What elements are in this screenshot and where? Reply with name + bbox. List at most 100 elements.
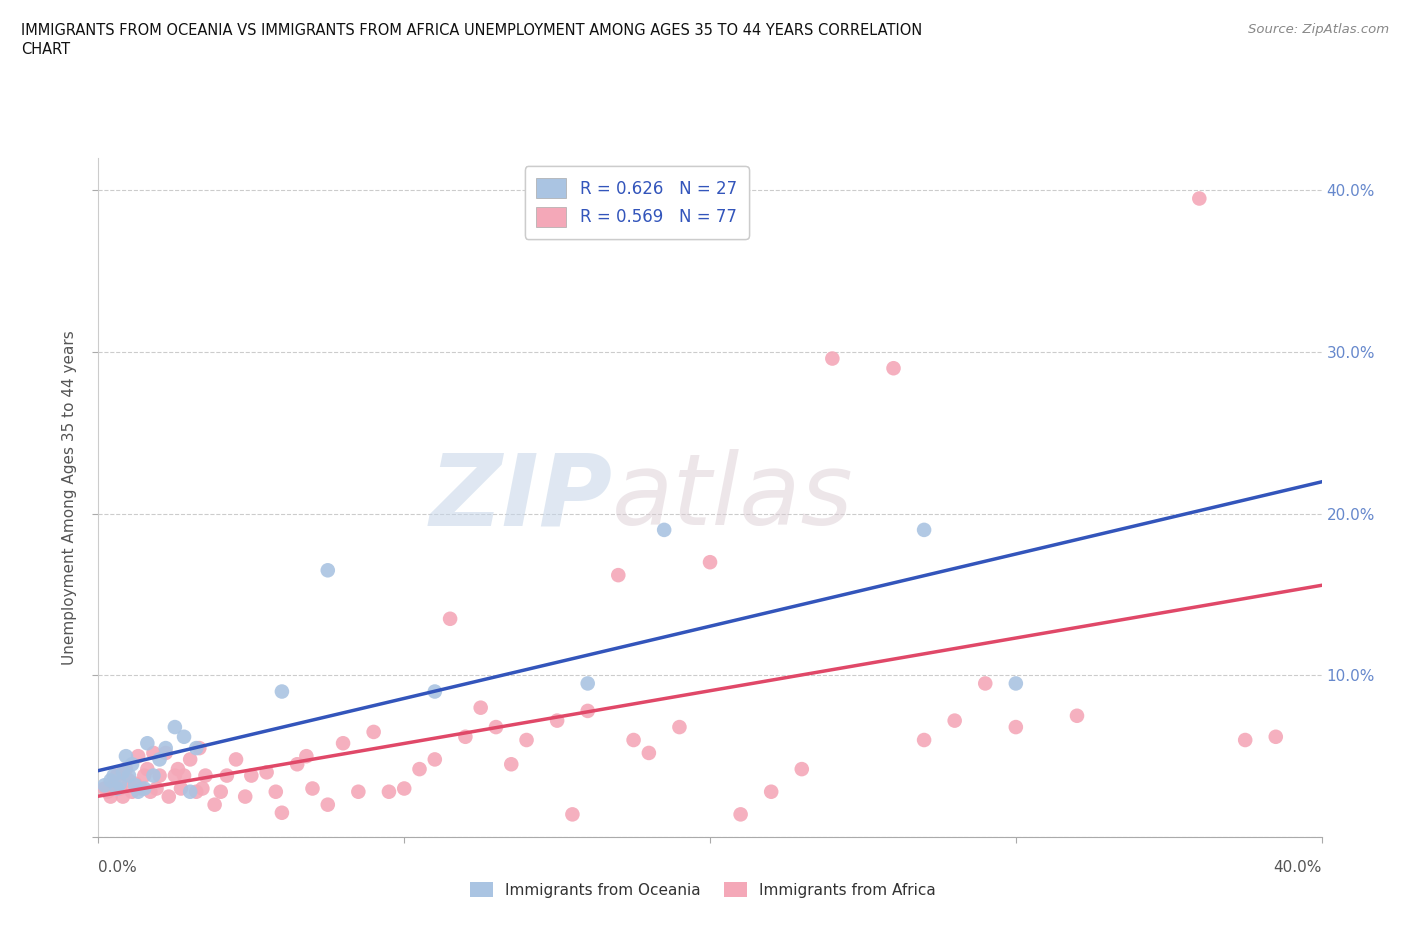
Point bbox=[912, 523, 935, 538]
Point bbox=[108, 777, 131, 791]
Point bbox=[191, 781, 214, 796]
Point bbox=[546, 713, 568, 728]
Point bbox=[730, 807, 752, 822]
Point bbox=[118, 773, 141, 788]
Point bbox=[124, 777, 146, 791]
Point bbox=[179, 784, 201, 799]
Point bbox=[883, 361, 905, 376]
Point bbox=[790, 762, 813, 777]
Point bbox=[285, 757, 308, 772]
Point bbox=[204, 797, 226, 812]
Point bbox=[295, 749, 318, 764]
Point bbox=[100, 773, 122, 788]
Point bbox=[155, 740, 177, 755]
Text: 40.0%: 40.0% bbox=[1274, 860, 1322, 875]
Point bbox=[93, 777, 115, 792]
Point bbox=[821, 352, 844, 366]
Point bbox=[1188, 191, 1211, 206]
Point bbox=[186, 784, 208, 799]
Point bbox=[100, 790, 122, 804]
Point bbox=[155, 746, 177, 761]
Point bbox=[225, 752, 247, 767]
Point bbox=[270, 684, 292, 699]
Point bbox=[163, 768, 186, 783]
Point bbox=[127, 784, 149, 799]
Point bbox=[363, 724, 385, 739]
Point bbox=[215, 768, 238, 783]
Point bbox=[194, 768, 217, 783]
Point bbox=[209, 784, 232, 799]
Point bbox=[974, 676, 997, 691]
Point bbox=[668, 720, 690, 735]
Point bbox=[115, 749, 138, 764]
Point bbox=[127, 749, 149, 764]
Point bbox=[149, 768, 172, 783]
Point bbox=[142, 768, 165, 783]
Point bbox=[111, 764, 134, 779]
Point bbox=[170, 781, 193, 796]
Point bbox=[118, 768, 141, 783]
Point bbox=[392, 781, 416, 796]
Point bbox=[134, 781, 156, 796]
Point bbox=[121, 784, 143, 799]
Point bbox=[103, 768, 125, 783]
Point bbox=[149, 752, 172, 767]
Point bbox=[637, 746, 661, 761]
Point bbox=[316, 563, 339, 578]
Point bbox=[108, 781, 131, 796]
Point bbox=[167, 762, 190, 777]
Text: ZIP: ZIP bbox=[429, 449, 612, 546]
Point bbox=[1264, 729, 1286, 744]
Point bbox=[301, 781, 323, 796]
Point bbox=[186, 740, 208, 755]
Legend: R = 0.626   N = 27, R = 0.569   N = 77: R = 0.626 N = 27, R = 0.569 N = 77 bbox=[524, 166, 748, 239]
Point bbox=[1234, 733, 1257, 748]
Point bbox=[561, 807, 583, 822]
Point bbox=[124, 777, 146, 792]
Point bbox=[1004, 720, 1026, 735]
Point bbox=[516, 733, 538, 748]
Point bbox=[142, 746, 165, 761]
Point bbox=[1066, 709, 1088, 724]
Point bbox=[576, 703, 599, 718]
Point bbox=[145, 781, 167, 796]
Point bbox=[652, 523, 675, 538]
Point bbox=[1004, 676, 1026, 691]
Point bbox=[423, 684, 446, 699]
Point bbox=[332, 736, 354, 751]
Point bbox=[97, 784, 120, 799]
Point bbox=[423, 752, 446, 767]
Point bbox=[173, 729, 195, 744]
Point bbox=[121, 757, 143, 772]
Point bbox=[173, 768, 195, 783]
Point bbox=[105, 781, 128, 796]
Y-axis label: Unemployment Among Ages 35 to 44 years: Unemployment Among Ages 35 to 44 years bbox=[62, 330, 77, 665]
Point bbox=[129, 781, 152, 796]
Point bbox=[623, 733, 645, 748]
Point bbox=[576, 676, 599, 691]
Point bbox=[157, 790, 180, 804]
Point bbox=[134, 768, 156, 783]
Point bbox=[240, 768, 263, 783]
Point bbox=[163, 720, 186, 735]
Point bbox=[115, 762, 138, 777]
Point bbox=[501, 757, 523, 772]
Point bbox=[264, 784, 287, 799]
Point bbox=[759, 784, 782, 799]
Point bbox=[136, 736, 159, 751]
Point bbox=[347, 784, 370, 799]
Point bbox=[256, 764, 278, 779]
Point bbox=[378, 784, 401, 799]
Point bbox=[93, 781, 115, 796]
Point bbox=[111, 790, 134, 804]
Text: Source: ZipAtlas.com: Source: ZipAtlas.com bbox=[1249, 23, 1389, 36]
Point bbox=[188, 740, 211, 755]
Point bbox=[408, 762, 430, 777]
Point bbox=[103, 777, 125, 792]
Point bbox=[105, 768, 128, 783]
Text: IMMIGRANTS FROM OCEANIA VS IMMIGRANTS FROM AFRICA UNEMPLOYMENT AMONG AGES 35 TO : IMMIGRANTS FROM OCEANIA VS IMMIGRANTS FR… bbox=[21, 23, 922, 38]
Point bbox=[439, 611, 461, 626]
Point bbox=[470, 700, 492, 715]
Legend: Immigrants from Oceania, Immigrants from Africa: Immigrants from Oceania, Immigrants from… bbox=[464, 875, 942, 904]
Point bbox=[699, 555, 721, 570]
